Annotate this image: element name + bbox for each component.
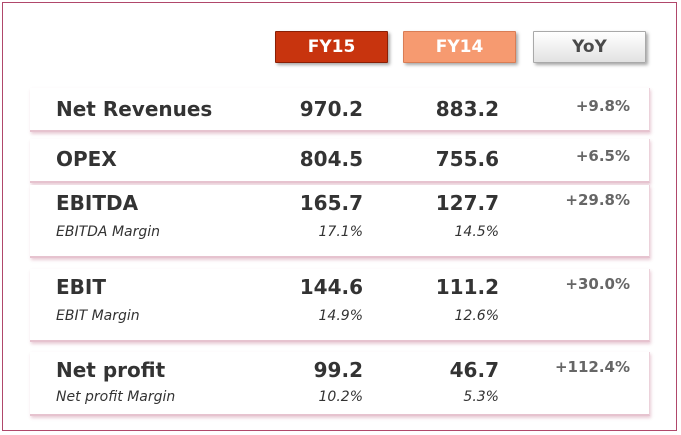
fy14-value: 883.2 [435,97,499,121]
row-label: OPEX [56,147,117,171]
row-ebit: EBIT 144.6 111.2 +30.0% EBIT Margin 14.9… [30,269,650,342]
margin-label: EBIT Margin [56,308,140,324]
fy15-margin: 17.1% [318,224,363,240]
fy14-value: 755.6 [435,147,499,171]
fy15-value: 144.6 [299,275,363,299]
fy15-value: 970.2 [299,97,363,121]
fy15-value: 99.2 [313,358,363,382]
yoy-value: +30.0% [565,275,630,293]
yoy-value: +29.8% [565,191,630,209]
yoy-value: +9.8% [575,97,630,115]
fy14-margin: 5.3% [463,389,499,405]
row-net-profit: Net profit 99.2 46.7 +112.4% Net profit … [30,352,650,416]
fy14-margin: 12.6% [454,308,499,324]
header-fy15: FY15 [275,31,388,63]
row-label: Net profit [56,358,166,382]
header-fy14: FY14 [403,31,516,63]
row-ebitda: EBITDA 165.7 127.7 +29.8% EBITDA Margin … [30,185,650,258]
fy14-value: 111.2 [435,275,499,299]
fy15-value: 804.5 [299,147,363,171]
row-opex: OPEX 804.5 755.6 +6.5% [30,139,650,183]
header-yoy: YoY [533,31,646,63]
yoy-value: +6.5% [575,147,630,165]
row-net-revenues: Net Revenues 970.2 883.2 +9.8% [30,88,650,132]
table-frame [2,2,677,431]
fy14-margin: 14.5% [454,224,499,240]
row-label: Net Revenues [56,97,213,121]
fy14-value: 46.7 [449,358,499,382]
row-label: EBIT [56,275,106,299]
fy14-value: 127.7 [435,191,499,215]
margin-label: EBITDA Margin [56,224,161,240]
row-label: EBITDA [56,191,139,215]
margin-label: Net profit Margin [56,389,176,405]
fy15-margin: 10.2% [318,389,363,405]
fy15-value: 165.7 [299,191,363,215]
fy15-margin: 14.9% [318,308,363,324]
yoy-value: +112.4% [554,358,630,376]
